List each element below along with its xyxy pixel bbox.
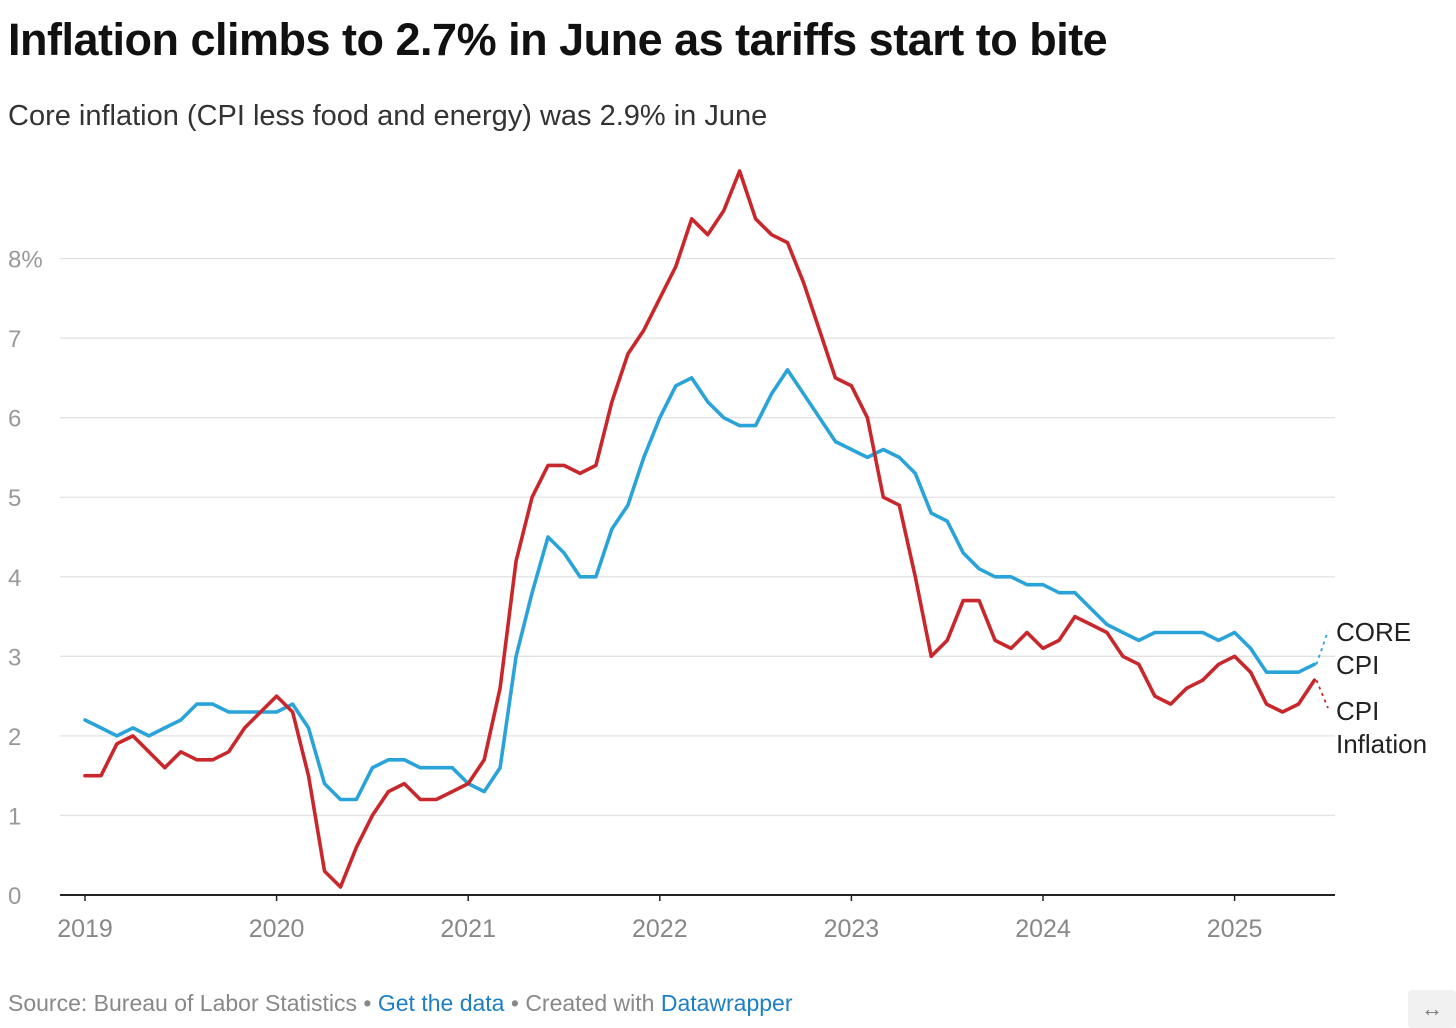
cpi-inflation-line	[83, 169, 1317, 889]
x-tick-label: 2025	[1207, 915, 1263, 943]
core-cpi-label-leader	[1315, 630, 1329, 665]
y-tick-label: 5	[8, 485, 21, 512]
y-tick-label: 7	[8, 326, 21, 353]
chart-title: Inflation climbs to 2.7% in June as tari…	[8, 14, 1108, 65]
cpi-inflation-series-label: CPI	[1336, 696, 1379, 726]
x-tick-label: 2020	[249, 915, 305, 943]
x-tick-label: 2023	[824, 915, 880, 943]
expand-horizontal-icon: ↔	[1421, 996, 1443, 1021]
y-tick-label: 8%	[8, 247, 43, 274]
cpi-inflation-label-leader	[1315, 679, 1329, 709]
datawrapper-link[interactable]: Datawrapper	[660, 990, 793, 1016]
x-tick-label: 2021	[440, 915, 496, 943]
core-cpi-series-label: CORE	[1336, 617, 1411, 647]
y-tick-label: 6	[8, 406, 21, 433]
cpi-inflation-series-label: Inflation	[1336, 729, 1427, 759]
core-cpi-series-label: CPI	[1336, 650, 1379, 680]
created-with-text: Created with	[525, 990, 661, 1016]
chart-plot: 0 1 2 3 4 5 6 7 8% 2019 2020 2021 2022 2023 2024 2025 CO…	[8, 169, 1427, 943]
x-tick-label: 2024	[1015, 915, 1071, 943]
footer-separator: •	[357, 990, 378, 1016]
chart-footer: Source: Bureau of Labor Statistics • Get…	[8, 990, 793, 1017]
y-tick-label: 2	[8, 724, 21, 751]
y-tick-label: 0	[8, 883, 21, 910]
y-tick-label: 1	[8, 803, 21, 830]
x-tick-label: 2019	[57, 915, 113, 943]
expand-button[interactable]: ↔	[1408, 990, 1456, 1028]
source-text: Source: Bureau of Labor Statistics	[8, 990, 358, 1016]
core-cpi-line	[83, 368, 1317, 802]
y-tick-label: 4	[8, 565, 21, 592]
x-tick-label: 2022	[632, 915, 688, 943]
y-tick-label: 3	[8, 644, 21, 671]
get-the-data-link[interactable]: Get the data	[377, 990, 505, 1016]
chart-subtitle: Core inflation (CPI less food and energy…	[8, 100, 768, 132]
footer-separator: •	[504, 990, 526, 1016]
